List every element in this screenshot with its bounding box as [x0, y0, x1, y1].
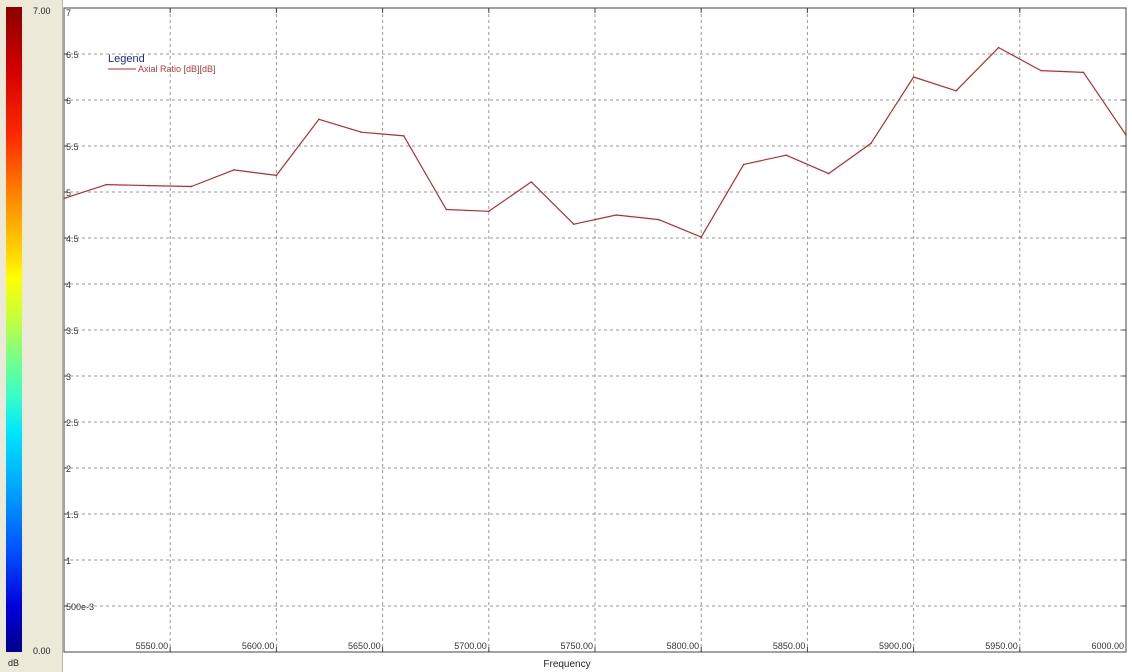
- data-point: [233, 169, 235, 171]
- data-point: [742, 163, 745, 166]
- data-point: [275, 174, 278, 177]
- y-tick-label: 4: [66, 280, 71, 290]
- x-tick-label: 5800.00: [667, 641, 700, 651]
- legend: Legend Axial Ratio [dB][dB]: [108, 53, 216, 74]
- data-point: [572, 223, 575, 225]
- data-point: [445, 208, 448, 211]
- x-axis-ticks: 5550.00 5600.00 5650.00 5700.00 5750.00 5800.…: [136, 641, 1124, 651]
- y-tick-label: 2: [66, 464, 71, 474]
- colorbar-min-label: 0.00: [33, 646, 51, 656]
- x-tick-label: 5550.00: [136, 641, 169, 651]
- legend-title: Legend: [108, 53, 145, 65]
- y-tick-label: 500e-3: [66, 602, 94, 612]
- series-layer: [63, 46, 1127, 238]
- x-tick-label: 5950.00: [985, 641, 1018, 651]
- x-axis-label: Frequency: [543, 659, 590, 670]
- grid: [64, 7, 1127, 652]
- x-tick-label: 5700.00: [454, 641, 487, 651]
- data-point: [105, 183, 108, 186]
- y-tick-label: 7: [66, 8, 71, 18]
- data-point: [1082, 71, 1085, 74]
- colorbar-gradient: [6, 7, 22, 652]
- legend-entry: Axial Ratio [dB][dB]: [138, 64, 216, 74]
- y-tick-label: 5.5: [66, 142, 79, 152]
- colorbar-unit-label: dB: [8, 658, 20, 668]
- colorbar-max-label: 7.00: [33, 6, 51, 16]
- data-point: [955, 90, 957, 92]
- data-point: [1125, 134, 1127, 136]
- x-tick-label: 5900.00: [879, 641, 912, 651]
- data-point: [870, 142, 872, 145]
- x-tick-label: 5850.00: [773, 641, 806, 651]
- x-tick-label: 5650.00: [348, 641, 381, 651]
- data-point: [1040, 69, 1042, 72]
- colorbar-panel: 7.00 0.00 dB: [0, 0, 63, 672]
- y-tick-label: 6.5: [66, 50, 79, 60]
- data-point: [827, 172, 830, 175]
- plot-border: [63, 7, 1127, 653]
- data-point: [190, 185, 193, 188]
- data-point: [657, 218, 660, 221]
- y-axis-ticks: 7 6.5 6 5.5 5 4.5 4 3.5 3 2.5 2 1.5 1 500e-3: [66, 8, 94, 612]
- x-tick-label: 5600.00: [242, 641, 275, 651]
- data-point: [785, 154, 787, 156]
- data-point: [403, 135, 405, 137]
- y-tick-label: 1.5: [66, 510, 79, 520]
- data-point: [530, 181, 533, 183]
- data-point: [912, 76, 915, 78]
- y-tick-label: 2.5: [66, 418, 79, 428]
- y-tick-label: 1: [66, 556, 71, 566]
- data-point: [148, 184, 150, 187]
- x-tick-label: 6000.00: [1091, 641, 1124, 651]
- data-point: [615, 214, 618, 216]
- y-tick-label: 4.5: [66, 234, 79, 244]
- data-point: [63, 197, 65, 200]
- y-tick-label: 6: [66, 96, 71, 106]
- data-point: [488, 210, 490, 213]
- y-tick-label: 5: [66, 188, 71, 198]
- data-point: [360, 131, 363, 133]
- data-point: [997, 46, 1000, 49]
- data-point: [700, 236, 702, 238]
- series-line-axial-ratio: [63, 46, 1127, 238]
- y-tick-label: 3: [66, 372, 71, 382]
- x-tick-label: 5750.00: [560, 641, 593, 651]
- data-point: [318, 118, 320, 121]
- y-tick-label: 3.5: [66, 326, 79, 336]
